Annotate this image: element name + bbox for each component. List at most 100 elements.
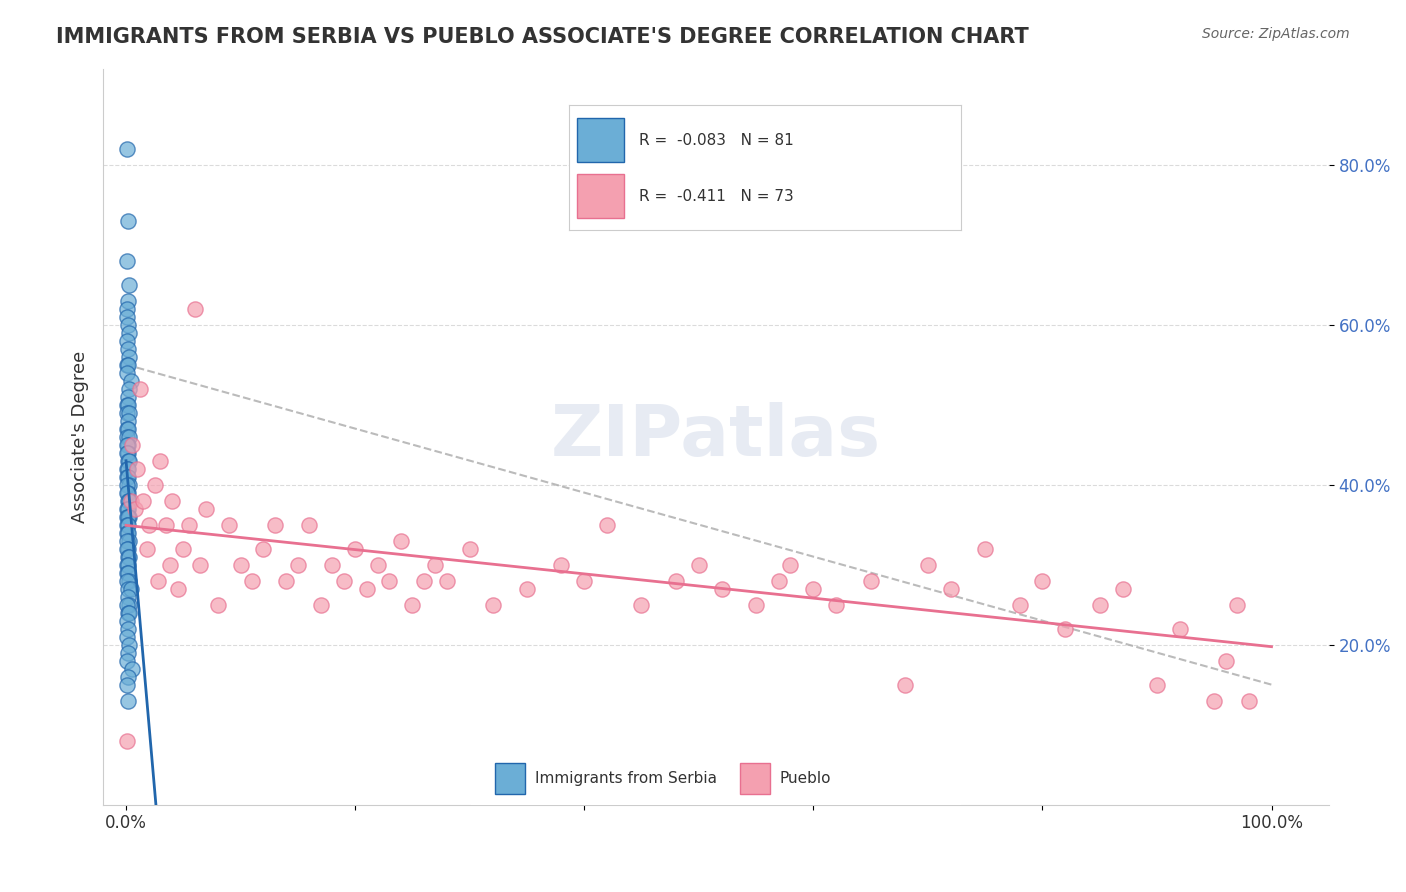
Immigrants from Serbia bbox=[115, 253, 138, 268]
Immigrants from Serbia bbox=[117, 549, 139, 564]
Text: ZIPatlas: ZIPatlas bbox=[551, 402, 882, 471]
Immigrants from Serbia bbox=[115, 501, 138, 516]
Pueblo bbox=[190, 558, 212, 572]
Immigrants from Serbia bbox=[120, 582, 142, 596]
Immigrants from Serbia bbox=[117, 646, 139, 660]
Pueblo bbox=[132, 493, 155, 508]
Immigrants from Serbia bbox=[115, 469, 138, 483]
Immigrants from Serbia bbox=[118, 606, 141, 620]
Pueblo bbox=[1168, 622, 1191, 636]
Pueblo bbox=[1237, 693, 1260, 707]
Pueblo bbox=[550, 558, 572, 572]
Immigrants from Serbia bbox=[115, 614, 138, 628]
Pueblo bbox=[825, 598, 848, 612]
Pueblo bbox=[412, 574, 434, 588]
Immigrants from Serbia bbox=[115, 598, 138, 612]
Immigrants from Serbia bbox=[117, 485, 139, 500]
Immigrants from Serbia bbox=[117, 509, 139, 524]
Pueblo bbox=[344, 541, 367, 556]
Immigrants from Serbia bbox=[115, 461, 138, 475]
Immigrants from Serbia bbox=[115, 406, 138, 420]
Immigrants from Serbia bbox=[117, 541, 139, 556]
Pueblo bbox=[172, 541, 194, 556]
Pueblo bbox=[195, 501, 218, 516]
Pueblo bbox=[367, 558, 389, 572]
Immigrants from Serbia bbox=[117, 558, 139, 572]
Pueblo bbox=[321, 558, 343, 572]
Immigrants from Serbia bbox=[115, 678, 138, 692]
Pueblo bbox=[1088, 598, 1111, 612]
Immigrants from Serbia bbox=[117, 213, 139, 227]
Pueblo bbox=[630, 598, 652, 612]
Immigrants from Serbia bbox=[117, 566, 139, 580]
Pueblo bbox=[688, 558, 710, 572]
Text: IMMIGRANTS FROM SERBIA VS PUEBLO ASSOCIATE'S DEGREE CORRELATION CHART: IMMIGRANTS FROM SERBIA VS PUEBLO ASSOCIA… bbox=[56, 27, 1029, 46]
Pueblo bbox=[332, 574, 354, 588]
Pueblo bbox=[276, 574, 298, 588]
Pueblo bbox=[240, 574, 263, 588]
Pueblo bbox=[1226, 598, 1249, 612]
Pueblo bbox=[1031, 574, 1053, 588]
Pueblo bbox=[159, 558, 181, 572]
Immigrants from Serbia bbox=[118, 326, 141, 340]
Immigrants from Serbia bbox=[115, 509, 138, 524]
Pueblo bbox=[207, 598, 229, 612]
Pueblo bbox=[115, 733, 138, 747]
Pueblo bbox=[436, 574, 458, 588]
Pueblo bbox=[481, 598, 503, 612]
Pueblo bbox=[745, 598, 768, 612]
Pueblo bbox=[801, 582, 824, 596]
Pueblo bbox=[252, 541, 274, 556]
Immigrants from Serbia bbox=[115, 558, 138, 572]
Immigrants from Serbia bbox=[121, 662, 143, 676]
Y-axis label: Associate's Degree: Associate's Degree bbox=[72, 351, 89, 523]
Pueblo bbox=[574, 574, 596, 588]
Immigrants from Serbia bbox=[115, 517, 138, 532]
Pueblo bbox=[859, 574, 882, 588]
Immigrants from Serbia bbox=[117, 622, 139, 636]
Immigrants from Serbia bbox=[115, 541, 138, 556]
Pueblo bbox=[146, 574, 169, 588]
Immigrants from Serbia bbox=[115, 301, 138, 316]
Immigrants from Serbia bbox=[117, 493, 139, 508]
Pueblo bbox=[309, 598, 332, 612]
Pueblo bbox=[135, 541, 157, 556]
Pueblo bbox=[298, 517, 321, 532]
Pueblo bbox=[160, 493, 183, 508]
Immigrants from Serbia bbox=[117, 501, 139, 516]
Pueblo bbox=[779, 558, 801, 572]
Immigrants from Serbia bbox=[117, 469, 139, 483]
Immigrants from Serbia bbox=[118, 350, 141, 364]
Immigrants from Serbia bbox=[118, 574, 141, 588]
Immigrants from Serbia bbox=[118, 509, 141, 524]
Immigrants from Serbia bbox=[118, 277, 141, 292]
Immigrants from Serbia bbox=[117, 318, 139, 332]
Immigrants from Serbia bbox=[115, 654, 138, 668]
Immigrants from Serbia bbox=[118, 453, 141, 467]
Immigrants from Serbia bbox=[115, 142, 138, 156]
Immigrants from Serbia bbox=[120, 374, 142, 388]
Immigrants from Serbia bbox=[117, 398, 139, 412]
Immigrants from Serbia bbox=[117, 693, 139, 707]
Pueblo bbox=[287, 558, 309, 572]
Immigrants from Serbia bbox=[118, 406, 141, 420]
Immigrants from Serbia bbox=[118, 598, 141, 612]
Immigrants from Serbia bbox=[117, 342, 139, 356]
Immigrants from Serbia bbox=[115, 566, 138, 580]
Pueblo bbox=[138, 517, 160, 532]
Immigrants from Serbia bbox=[117, 293, 139, 308]
Text: Source: ZipAtlas.com: Source: ZipAtlas.com bbox=[1202, 27, 1350, 41]
Immigrants from Serbia bbox=[117, 390, 139, 404]
Pueblo bbox=[128, 382, 150, 396]
Pueblo bbox=[166, 582, 188, 596]
Immigrants from Serbia bbox=[115, 437, 138, 451]
Pueblo bbox=[229, 558, 252, 572]
Immigrants from Serbia bbox=[115, 398, 138, 412]
Immigrants from Serbia bbox=[115, 485, 138, 500]
Pueblo bbox=[127, 461, 149, 475]
Immigrants from Serbia bbox=[117, 421, 139, 435]
Immigrants from Serbia bbox=[117, 453, 139, 467]
Immigrants from Serbia bbox=[115, 429, 138, 443]
Pueblo bbox=[939, 582, 962, 596]
Immigrants from Serbia bbox=[118, 477, 141, 491]
